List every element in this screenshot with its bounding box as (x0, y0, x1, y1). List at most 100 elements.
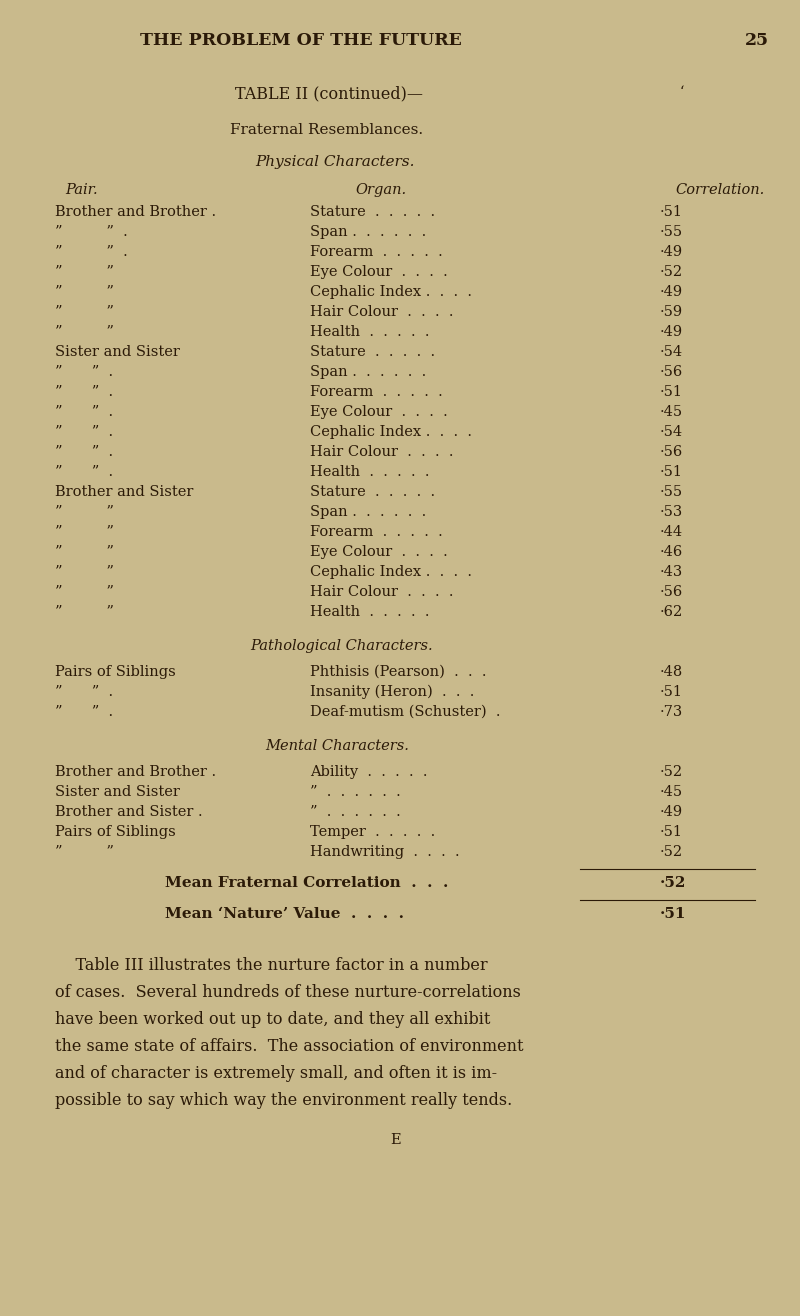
Text: ·52: ·52 (660, 876, 686, 890)
Text: ”   ”  .: ” ” . (55, 245, 128, 259)
Text: ·54: ·54 (660, 425, 683, 440)
Text: ·62: ·62 (660, 605, 683, 619)
Text: the same state of affairs.  The association of environment: the same state of affairs. The associati… (55, 1038, 523, 1055)
Text: Brother and Brother .: Brother and Brother . (55, 205, 216, 218)
Text: Fraternal Resemblances.: Fraternal Resemblances. (230, 122, 423, 137)
Text: E: E (390, 1133, 401, 1148)
Text: ·51: ·51 (660, 465, 683, 479)
Text: Span .  .  .  .  .  .: Span . . . . . . (310, 505, 426, 519)
Text: ·49: ·49 (660, 245, 683, 259)
Text: ”  ”  .: ” ” . (55, 365, 113, 379)
Text: Correlation.: Correlation. (675, 183, 764, 197)
Text: ·52: ·52 (660, 845, 683, 859)
Text: ·52: ·52 (660, 765, 683, 779)
Text: ”  ”  .: ” ” . (55, 425, 113, 440)
Text: TABLE II (continued)—: TABLE II (continued)— (235, 86, 423, 103)
Text: ·46: ·46 (660, 545, 683, 559)
Text: Stature  .  .  .  .  .: Stature . . . . . (310, 486, 435, 499)
Text: ”  ”  .: ” ” . (55, 465, 113, 479)
Text: ”   ”: ” ” (55, 325, 114, 340)
Text: ”   ”: ” ” (55, 265, 114, 279)
Text: Sister and Sister: Sister and Sister (55, 345, 180, 359)
Text: Pairs of Siblings: Pairs of Siblings (55, 665, 176, 679)
Text: ·55: ·55 (660, 225, 683, 240)
Text: Mean ‘Nature’ Value  .  .  .  .: Mean ‘Nature’ Value . . . . (165, 907, 404, 921)
Text: ”   ”: ” ” (55, 605, 114, 619)
Text: Forearm  .  .  .  .  .: Forearm . . . . . (310, 525, 442, 540)
Text: Brother and Sister .: Brother and Sister . (55, 805, 202, 819)
Text: Physical Characters.: Physical Characters. (255, 155, 414, 168)
Text: ·51: ·51 (660, 907, 686, 921)
Text: Forearm  .  .  .  .  .: Forearm . . . . . (310, 245, 442, 259)
Text: ”  ”  .: ” ” . (55, 445, 113, 459)
Text: ”  ”  .: ” ” . (55, 405, 113, 418)
Text: ”   ”: ” ” (55, 305, 114, 318)
Text: Cephalic Index .  .  .  .: Cephalic Index . . . . (310, 286, 472, 299)
Text: Span .  .  .  .  .  .: Span . . . . . . (310, 225, 426, 240)
Text: Eye Colour  .  .  .  .: Eye Colour . . . . (310, 405, 448, 418)
Text: ·45: ·45 (660, 786, 683, 799)
Text: Pathological Characters.: Pathological Characters. (250, 640, 433, 653)
Text: ·51: ·51 (660, 825, 683, 840)
Text: Forearm  .  .  .  .  .: Forearm . . . . . (310, 386, 442, 399)
Text: Stature  .  .  .  .  .: Stature . . . . . (310, 345, 435, 359)
Text: Cephalic Index .  .  .  .: Cephalic Index . . . . (310, 565, 472, 579)
Text: ·49: ·49 (660, 805, 683, 819)
Text: ”  ”  .: ” ” . (55, 705, 113, 719)
Text: ”   ”: ” ” (55, 505, 114, 519)
Text: ”   ”: ” ” (55, 565, 114, 579)
Text: ”   ”  .: ” ” . (55, 225, 128, 240)
Text: ·59: ·59 (660, 305, 683, 318)
Text: ·54: ·54 (660, 345, 683, 359)
Text: ·56: ·56 (660, 445, 683, 459)
Text: Hair Colour  .  .  .  .: Hair Colour . . . . (310, 586, 454, 599)
Text: THE PROBLEM OF THE FUTURE: THE PROBLEM OF THE FUTURE (140, 32, 462, 49)
Text: ”   ”: ” ” (55, 545, 114, 559)
Text: ”   ”: ” ” (55, 845, 114, 859)
Text: Brother and Sister: Brother and Sister (55, 486, 194, 499)
Text: ·56: ·56 (660, 586, 683, 599)
Text: ·55: ·55 (660, 486, 683, 499)
Text: Ability  .  .  .  .  .: Ability . . . . . (310, 765, 427, 779)
Text: Hair Colour  .  .  .  .: Hair Colour . . . . (310, 305, 454, 318)
Text: Health  .  .  .  .  .: Health . . . . . (310, 325, 430, 340)
Text: possible to say which way the environment really tends.: possible to say which way the environmen… (55, 1092, 512, 1109)
Text: ”  .  .  .  .  .  .: ” . . . . . . (310, 786, 401, 799)
Text: Deaf-mutism (Schuster)  .: Deaf-mutism (Schuster) . (310, 705, 501, 719)
Text: ·73: ·73 (660, 705, 683, 719)
Text: ·43: ·43 (660, 565, 683, 579)
Text: ·48: ·48 (660, 665, 683, 679)
Text: ”  .  .  .  .  .  .: ” . . . . . . (310, 805, 401, 819)
Text: Mental Characters.: Mental Characters. (265, 740, 409, 753)
Text: ·51: ·51 (660, 686, 683, 699)
Text: ·44: ·44 (660, 525, 683, 540)
Text: Pairs of Siblings: Pairs of Siblings (55, 825, 176, 840)
Text: ·52: ·52 (660, 265, 683, 279)
Text: Health  .  .  .  .  .: Health . . . . . (310, 605, 430, 619)
Text: of cases.  Several hundreds of these nurture-correlations: of cases. Several hundreds of these nurt… (55, 984, 521, 1001)
Text: Cephalic Index .  .  .  .: Cephalic Index . . . . (310, 425, 472, 440)
Text: Temper  .  .  .  .  .: Temper . . . . . (310, 825, 435, 840)
Text: ”  ”  .: ” ” . (55, 386, 113, 399)
Text: ·53: ·53 (660, 505, 683, 519)
Text: ·45: ·45 (660, 405, 683, 418)
Text: ”   ”: ” ” (55, 525, 114, 540)
Text: and of character is extremely small, and often it is im-: and of character is extremely small, and… (55, 1065, 497, 1082)
Text: Organ.: Organ. (355, 183, 406, 197)
Text: Eye Colour  .  .  .  .: Eye Colour . . . . (310, 265, 448, 279)
Text: Phthisis (Pearson)  .  .  .: Phthisis (Pearson) . . . (310, 665, 486, 679)
Text: Insanity (Heron)  .  .  .: Insanity (Heron) . . . (310, 686, 474, 699)
Text: Span .  .  .  .  .  .: Span . . . . . . (310, 365, 426, 379)
Text: Eye Colour  .  .  .  .: Eye Colour . . . . (310, 545, 448, 559)
Text: ·49: ·49 (660, 286, 683, 299)
Text: Health  .  .  .  .  .: Health . . . . . (310, 465, 430, 479)
Text: ‘: ‘ (680, 86, 684, 99)
Text: Stature  .  .  .  .  .: Stature . . . . . (310, 205, 435, 218)
Text: Table III illustrates the nurture factor in a number: Table III illustrates the nurture factor… (55, 957, 488, 974)
Text: 25: 25 (745, 32, 769, 49)
Text: Sister and Sister: Sister and Sister (55, 786, 180, 799)
Text: Hair Colour  .  .  .  .: Hair Colour . . . . (310, 445, 454, 459)
Text: Pair.: Pair. (65, 183, 98, 197)
Text: Brother and Brother .: Brother and Brother . (55, 765, 216, 779)
Text: ·51: ·51 (660, 386, 683, 399)
